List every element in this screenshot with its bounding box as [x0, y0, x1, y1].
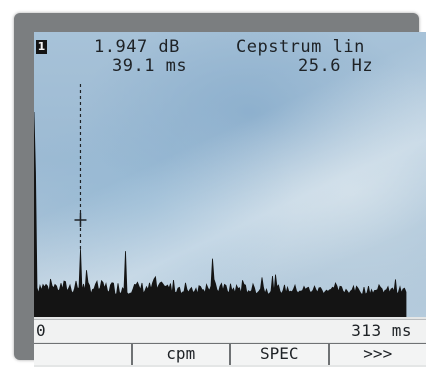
softkey-spec[interactable]: SPEC: [231, 344, 328, 365]
axis-end-label: 313 ms: [351, 321, 412, 340]
softkey-bar: cpm SPEC >>>: [34, 343, 426, 365]
marker-number-badge: 1: [36, 40, 47, 54]
cepstrum-trace-path: [34, 111, 407, 317]
x-axis-scale: 0 313 ms: [34, 319, 426, 342]
softkey-cpm[interactable]: cpm: [132, 344, 229, 365]
softkey-more[interactable]: >>>: [329, 344, 426, 365]
amplitude-readout: 1.947 dB: [94, 37, 180, 57]
display-mode-label: Cepstrum lin: [236, 37, 365, 57]
frequency-readout: 25.6 Hz: [298, 56, 374, 76]
axis-start-label: 0: [36, 321, 46, 340]
plot-area: [34, 32, 426, 317]
time-readout: 39.1 ms: [112, 56, 188, 76]
analyzer-screen: 1 1.947 dB Cepstrum lin 39.1 ms 25.6 Hz …: [34, 32, 426, 367]
cepstrum-trace: [34, 84, 407, 317]
analyzer-bezel: 1 1.947 dB Cepstrum lin 39.1 ms 25.6 Hz …: [14, 13, 426, 367]
softkey-1[interactable]: [34, 344, 131, 365]
